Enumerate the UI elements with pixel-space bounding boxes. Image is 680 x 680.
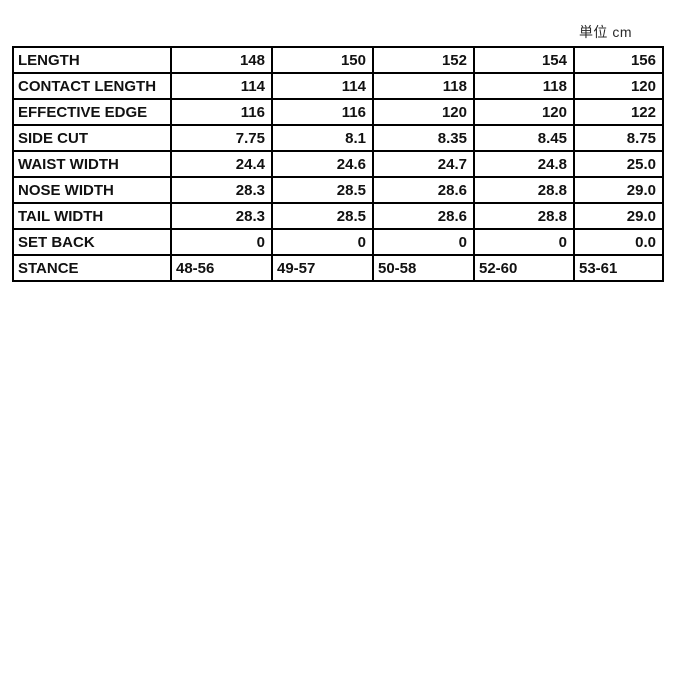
spec-cell: 49-57 bbox=[271, 254, 374, 282]
spec-cell: 28.5 bbox=[271, 176, 374, 204]
spec-cell: 120 bbox=[372, 98, 475, 126]
spec-cell: 48-56 bbox=[170, 254, 273, 282]
unit-label: 単位 cm bbox=[578, 24, 632, 40]
spec-cell: 7.75 bbox=[170, 124, 273, 152]
spec-cell: 24.4 bbox=[170, 150, 273, 178]
spec-cell: 8.75 bbox=[573, 124, 664, 152]
table-row: TAIL WIDTH 28.3 28.5 28.6 28.8 29.0 bbox=[12, 202, 664, 230]
row-label: TAIL WIDTH bbox=[12, 202, 172, 230]
spec-cell: 25.0 bbox=[573, 150, 664, 178]
spec-cell: 114 bbox=[271, 72, 374, 100]
spec-cell: 116 bbox=[170, 98, 273, 126]
table-row: SET BACK 0 0 0 0 0.0 bbox=[12, 228, 664, 256]
spec-cell: 154 bbox=[473, 46, 575, 74]
spec-cell: 0 bbox=[170, 228, 273, 256]
table-row: EFFECTIVE EDGE 116 116 120 120 122 bbox=[12, 98, 664, 126]
row-label: LENGTH bbox=[12, 46, 172, 74]
spec-cell: 156 bbox=[573, 46, 664, 74]
spec-cell: 120 bbox=[473, 98, 575, 126]
row-label: SIDE CUT bbox=[12, 124, 172, 152]
table-row: LENGTH 148 150 152 154 156 bbox=[12, 46, 664, 74]
spec-cell: 0 bbox=[271, 228, 374, 256]
table-row: NOSE WIDTH 28.3 28.5 28.6 28.8 29.0 bbox=[12, 176, 664, 204]
spec-table-body: LENGTH 148 150 152 154 156 CONTACT LENGTH 11… bbox=[12, 46, 664, 282]
row-label: WAIST WIDTH bbox=[12, 150, 172, 178]
spec-cell: 28.6 bbox=[372, 202, 475, 230]
row-label: CONTACT LENGTH bbox=[12, 72, 172, 100]
spec-cell: 122 bbox=[573, 98, 664, 126]
spec-cell: 118 bbox=[372, 72, 475, 100]
table-row: SIDE CUT 7.75 8.1 8.35 8.45 8.75 bbox=[12, 124, 664, 152]
spec-table: LENGTH 148 150 152 154 156 CONTACT LENGTH 11… bbox=[12, 46, 664, 282]
spec-cell: 28.3 bbox=[170, 202, 273, 230]
spec-cell: 28.6 bbox=[372, 176, 475, 204]
spec-cell: 120 bbox=[573, 72, 664, 100]
spec-cell: 152 bbox=[372, 46, 475, 74]
spec-cell: 114 bbox=[170, 72, 273, 100]
spec-cell: 24.7 bbox=[372, 150, 475, 178]
spec-cell: 28.8 bbox=[473, 202, 575, 230]
spec-cell: 0 bbox=[372, 228, 475, 256]
spec-cell: 29.0 bbox=[573, 202, 664, 230]
spec-cell: 8.35 bbox=[372, 124, 475, 152]
spec-cell: 50-58 bbox=[372, 254, 475, 282]
spec-cell: 52-60 bbox=[473, 254, 575, 282]
table-row: CONTACT LENGTH 114 114 118 118 120 bbox=[12, 72, 664, 100]
spec-cell: 24.8 bbox=[473, 150, 575, 178]
spec-cell: 29.0 bbox=[573, 176, 664, 204]
spec-cell: 118 bbox=[473, 72, 575, 100]
spec-cell: 53-61 bbox=[573, 254, 664, 282]
table-row: WAIST WIDTH 24.4 24.6 24.7 24.8 25.0 bbox=[12, 150, 664, 178]
spec-cell: 24.6 bbox=[271, 150, 374, 178]
spec-cell: 28.5 bbox=[271, 202, 374, 230]
row-label: SET BACK bbox=[12, 228, 172, 256]
spec-cell: 148 bbox=[170, 46, 273, 74]
spec-cell: 28.8 bbox=[473, 176, 575, 204]
spec-cell: 116 bbox=[271, 98, 374, 126]
spec-cell: 0.0 bbox=[573, 228, 664, 256]
table-row: STANCE 48-56 49-57 50-58 52-60 53-61 bbox=[12, 254, 664, 282]
spec-cell: 8.1 bbox=[271, 124, 374, 152]
row-label: STANCE bbox=[12, 254, 172, 282]
spec-cell: 0 bbox=[473, 228, 575, 256]
spec-cell: 150 bbox=[271, 46, 374, 74]
row-label: EFFECTIVE EDGE bbox=[12, 98, 172, 126]
spec-cell: 8.45 bbox=[473, 124, 575, 152]
spec-cell: 28.3 bbox=[170, 176, 273, 204]
row-label: NOSE WIDTH bbox=[12, 176, 172, 204]
